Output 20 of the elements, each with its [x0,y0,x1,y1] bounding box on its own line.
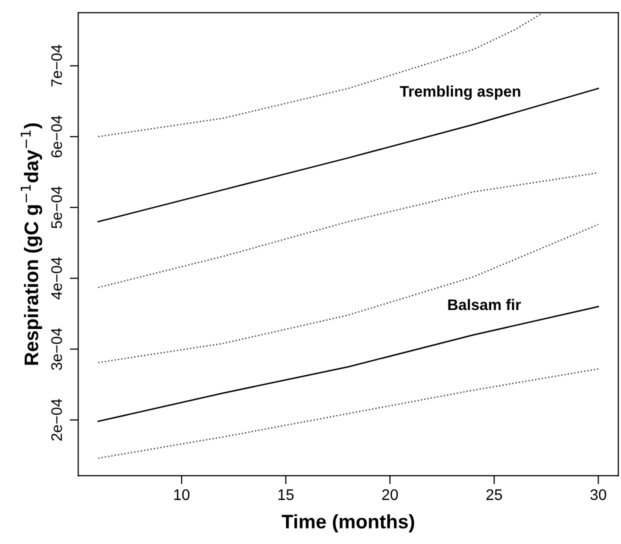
x-tick-label: 30 [590,489,606,500]
series-label: Trembling aspen [400,86,520,100]
line-series [98,88,600,222]
series-label: Balsam fir [448,298,521,310]
line-series [98,368,599,459]
line-series [98,12,543,138]
x-axis-title: Time (months) [282,514,414,532]
line-series [98,172,599,288]
y-tick-label: 7e−04 [51,44,62,86]
line-series [98,224,599,364]
y-tick-label: 3e−04 [51,328,62,370]
x-tick-label: 15 [278,489,294,500]
y-tick-label: 6e−04 [51,116,62,158]
x-tick-label: 20 [382,489,398,500]
y-tick-label: 5e−04 [51,186,62,228]
y-axis-title: Respiration (gC g$^{−1}$day$^{−1}$) [20,123,42,365]
x-tick-label: 10 [174,489,190,500]
x-tick-label: 25 [486,489,502,500]
y-tick-label: 4e−04 [51,257,62,300]
y-tick-label: 2e−04 [51,398,62,441]
